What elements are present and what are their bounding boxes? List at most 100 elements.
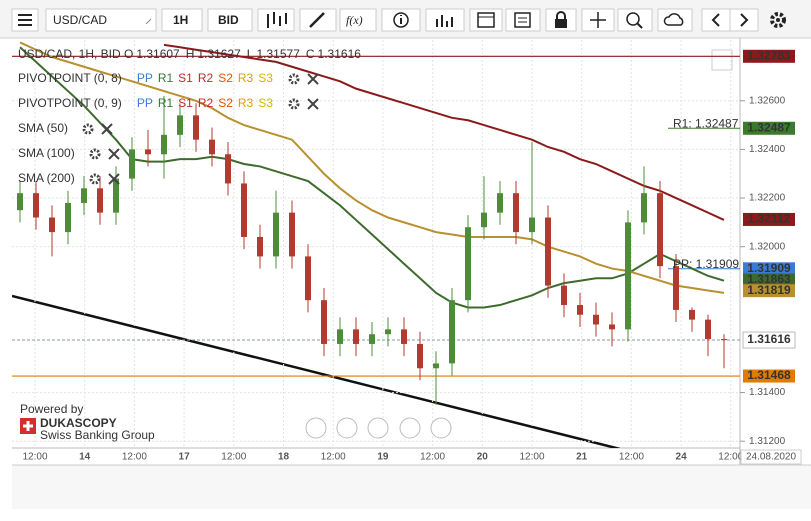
- remove-icon[interactable]: [307, 73, 319, 85]
- timeframe-select[interactable]: 1H: [161, 8, 203, 32]
- candle-body: [209, 139, 215, 155]
- remove-icon[interactable]: [108, 173, 120, 185]
- sma-line: [163, 43, 725, 221]
- price-label: 1.32487: [747, 120, 791, 134]
- price-label-bg: [743, 273, 795, 287]
- indicator-item: PP: [137, 71, 153, 85]
- brand-tagline: Swiss Banking Group: [40, 428, 155, 442]
- x-tick-label: 12:00: [519, 452, 544, 463]
- timeframe: 1H: [173, 13, 188, 27]
- chart-type-button[interactable]: [257, 8, 295, 32]
- chart-title: USD/CAD, 1H, BID: [18, 47, 121, 61]
- candle-body: [689, 309, 695, 320]
- candle-body: [593, 314, 599, 325]
- indicator-item: R1: [158, 96, 174, 110]
- ohlc-name: C: [306, 47, 315, 61]
- price-label: 1.31819: [747, 283, 791, 297]
- nav-right[interactable]: [430, 417, 452, 439]
- menu-button[interactable]: [11, 8, 39, 32]
- y-tick-label: 1.31400: [749, 387, 786, 398]
- nav-zoom-in[interactable]: [399, 417, 421, 439]
- level-annotation: R1: 1.32487: [673, 116, 739, 130]
- nav-fit[interactable]: [367, 417, 389, 439]
- indicator-name: PIVOTPOINT (0, 8): [18, 71, 122, 85]
- settings-button[interactable]: [770, 12, 786, 28]
- candle-body: [289, 212, 295, 257]
- candle-body: [337, 329, 343, 344]
- plot-area: [12, 40, 740, 448]
- candle-body: [641, 193, 647, 223]
- ohlc-name: H: [186, 47, 195, 61]
- toolbar: USD/CAD 1H BID f(x): [0, 0, 811, 39]
- settings-icon[interactable]: [288, 73, 300, 85]
- remove-icon[interactable]: [101, 123, 113, 135]
- branding: Powered by DUKASCOPY Swiss Banking Group: [20, 402, 155, 442]
- side: BID: [218, 13, 239, 27]
- indicator-legend: PIVOTPOINT (0, 8) PP R1 S1 R2 S2 R3 S3: [18, 71, 273, 85]
- settings-icon[interactable]: [89, 148, 101, 160]
- price-label: 1.31616: [747, 332, 791, 346]
- indicator-item: PP: [137, 96, 153, 110]
- info-button[interactable]: [381, 8, 421, 32]
- settings-icon[interactable]: [89, 173, 101, 185]
- level-annotation: PP: 1.31909: [673, 257, 739, 271]
- y-tick-label: 1.32200: [749, 193, 786, 204]
- indicator-item: S2: [218, 71, 233, 85]
- draw-button[interactable]: [299, 8, 337, 32]
- calendar-button[interactable]: [469, 8, 503, 32]
- fullscreen-button[interactable]: [711, 49, 733, 71]
- function: f(x): [346, 13, 363, 27]
- candle-body: [561, 285, 567, 306]
- powered-by: Powered by: [20, 402, 83, 416]
- candle-body: [673, 266, 679, 310]
- symbol-select[interactable]: USD/CAD: [45, 8, 157, 32]
- remove-icon[interactable]: [307, 98, 319, 110]
- candle-body: [417, 343, 423, 369]
- candle-body: [497, 193, 503, 213]
- candle-body: [81, 188, 87, 203]
- remove-icon[interactable]: [108, 148, 120, 160]
- indicator-item: S3: [258, 71, 273, 85]
- ohlc-value: 1.31577: [256, 47, 300, 61]
- settings-icon[interactable]: [288, 98, 300, 110]
- candle-body: [129, 149, 135, 179]
- prev-button[interactable]: [701, 8, 731, 32]
- candle-body: [305, 256, 311, 301]
- nav-zoom-out[interactable]: [336, 417, 358, 439]
- indicator-item: R1: [158, 71, 174, 85]
- candle-body: [33, 193, 39, 218]
- crosshair-button[interactable]: [581, 8, 615, 32]
- indicators-button[interactable]: [425, 8, 465, 32]
- candle-body: [193, 115, 199, 140]
- price-label-bg: [743, 369, 795, 383]
- function-button[interactable]: f(x): [339, 8, 377, 32]
- x-tick-label: 12:00: [22, 452, 47, 463]
- indicator-legend: PIVOTPOINT (0, 9) PP R1 S1 R2 S2 R3 S3: [18, 96, 273, 110]
- x-tick-label: 12:00: [321, 452, 346, 463]
- candle-body: [17, 193, 23, 211]
- indicator-item: S1: [178, 71, 193, 85]
- candle-body: [273, 212, 279, 257]
- candle-body: [705, 319, 711, 340]
- report-button[interactable]: [505, 8, 541, 32]
- next-button[interactable]: [729, 8, 759, 32]
- price-label-bg: [743, 212, 795, 226]
- candle-body: [577, 305, 583, 315]
- lock-button[interactable]: [545, 8, 577, 32]
- settings-icon[interactable]: [82, 123, 94, 135]
- side-select[interactable]: BID: [207, 8, 253, 32]
- candle-body: [625, 222, 631, 330]
- indicator-item: S3: [258, 96, 273, 110]
- zoom-button[interactable]: [617, 8, 653, 32]
- series-legend: SMA (50): [18, 121, 68, 135]
- indicator-item: S1: [178, 96, 193, 110]
- indicator-item: R2: [198, 96, 214, 110]
- x-tick-label: 21: [576, 452, 588, 463]
- indicator-item: R3: [238, 71, 254, 85]
- candle-body: [225, 154, 231, 184]
- price-label-bg: [743, 49, 795, 63]
- cloud-button[interactable]: [657, 8, 693, 32]
- nav-left[interactable]: [305, 417, 327, 439]
- indicator-item: S2: [218, 96, 233, 110]
- indicator-item: R3: [238, 96, 254, 110]
